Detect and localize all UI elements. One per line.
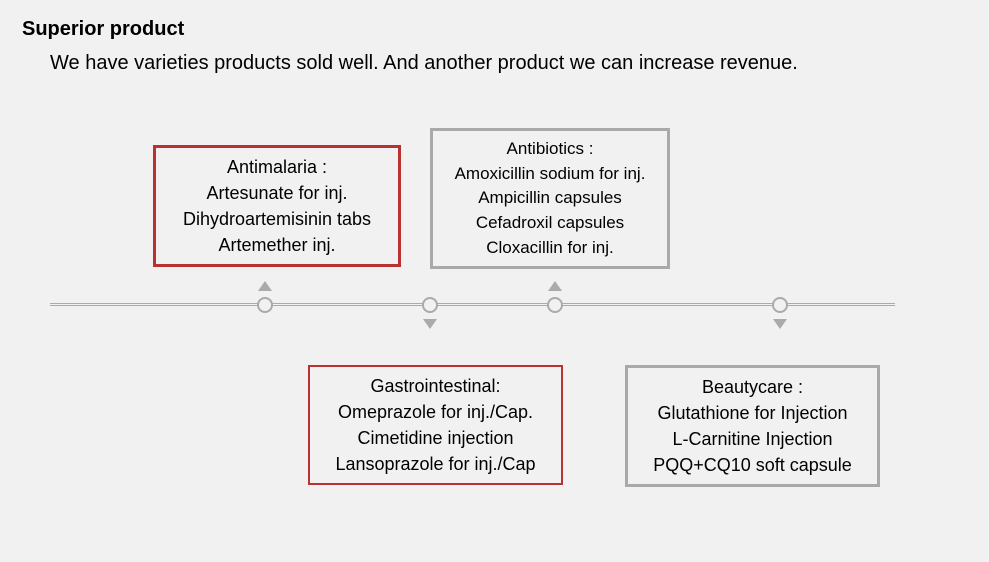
category-box-gastrointestinal: Gastrointestinal:Omeprazole for inj./Cap…: [308, 365, 563, 485]
timeline-node: [422, 297, 438, 313]
category-title: Gastrointestinal:: [318, 373, 553, 399]
category-box-beautycare: Beautycare :Glutathione for InjectionL-C…: [625, 365, 880, 487]
category-item: Cefadroxil capsules: [441, 211, 659, 236]
category-title: Beautycare :: [636, 374, 869, 400]
category-title: Antibiotics :: [441, 137, 659, 162]
category-item: Glutathione for Injection: [636, 400, 869, 426]
category-box-antibiotics: Antibiotics :Amoxicillin sodium for inj.…: [430, 128, 670, 269]
category-item: Omeprazole for inj./Cap.: [318, 399, 553, 425]
page-title: Superior product: [22, 18, 184, 41]
category-item: PQQ+CQ10 soft capsule: [636, 452, 869, 478]
category-item: Dihydroartemisinin tabs: [164, 206, 390, 232]
timeline-node: [547, 297, 563, 313]
connector-arrow: [773, 319, 787, 329]
category-item: Ampicillin capsules: [441, 186, 659, 211]
timeline-track: [50, 303, 895, 306]
connector-arrow: [548, 281, 562, 291]
category-item: Cloxacillin for inj.: [441, 236, 659, 261]
connector-arrow: [258, 281, 272, 291]
category-item: Artesunate for inj.: [164, 180, 390, 206]
category-item: Artemether inj.: [164, 232, 390, 258]
connector-arrow: [423, 319, 437, 329]
category-item: Lansoprazole for inj./Cap: [318, 451, 553, 477]
timeline-node: [772, 297, 788, 313]
category-box-antimalaria: Antimalaria :Artesunate for inj.Dihydroa…: [153, 145, 401, 267]
page-subtitle: We have varieties products sold well. An…: [50, 52, 798, 75]
category-item: Amoxicillin sodium for inj.: [441, 162, 659, 187]
category-item: L-Carnitine Injection: [636, 426, 869, 452]
category-item: Cimetidine injection: [318, 425, 553, 451]
category-title: Antimalaria :: [164, 154, 390, 180]
timeline-node: [257, 297, 273, 313]
